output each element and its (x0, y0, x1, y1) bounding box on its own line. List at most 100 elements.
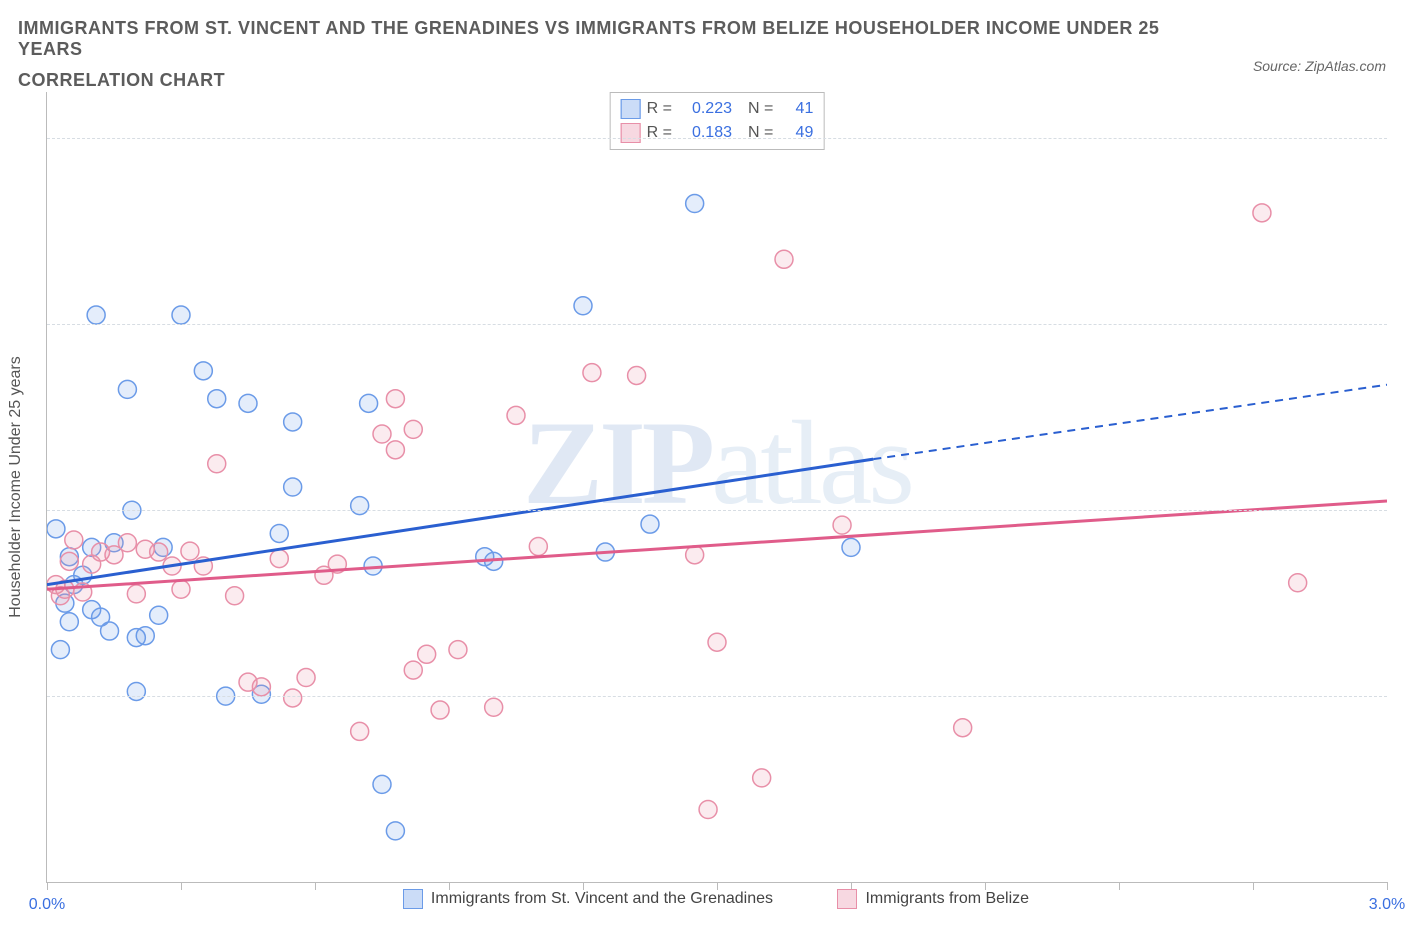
data-point (65, 576, 83, 594)
n-label: N = (748, 100, 773, 118)
data-point (60, 613, 78, 631)
data-point (954, 719, 972, 737)
data-point (83, 555, 101, 573)
swatch-series2 (837, 889, 857, 909)
data-point (136, 627, 154, 645)
data-point (596, 543, 614, 561)
data-point (583, 364, 601, 382)
data-point (56, 594, 74, 612)
data-point (641, 515, 659, 533)
n-value-series1: 41 (779, 100, 813, 118)
stats-row-series1: R = 0.223 N = 41 (621, 97, 814, 121)
stats-row-series2: R = 0.183 N = 49 (621, 121, 814, 145)
r-value-series1: 0.223 (678, 100, 732, 118)
swatch-series1 (621, 99, 641, 119)
r-label: R = (647, 100, 672, 118)
data-point (252, 678, 270, 696)
data-point (150, 606, 168, 624)
data-point (404, 661, 422, 679)
trend-line (47, 459, 873, 584)
title-block: IMMIGRANTS FROM ST. VINCENT AND THE GREN… (18, 18, 1206, 91)
data-point (315, 566, 333, 584)
data-point (105, 534, 123, 552)
data-point (208, 455, 226, 473)
data-point (364, 557, 382, 575)
plot-wrapper: Householder Income Under 25 years ZIPatl… (46, 92, 1386, 882)
gridline (47, 696, 1387, 697)
swatch-series2 (621, 123, 641, 143)
data-point (150, 543, 168, 561)
data-point (208, 390, 226, 408)
data-point (386, 390, 404, 408)
data-point (529, 537, 547, 555)
data-point (351, 497, 369, 515)
data-point (181, 542, 199, 560)
data-point (56, 580, 74, 598)
data-point (154, 538, 172, 556)
data-point (708, 633, 726, 651)
data-point (87, 306, 105, 324)
svg-overlay (47, 92, 1387, 882)
data-point (60, 552, 78, 570)
data-point (833, 516, 851, 534)
data-point (284, 478, 302, 496)
data-point (127, 682, 145, 700)
data-point (172, 580, 190, 598)
data-point (60, 548, 78, 566)
y-tick-label: $80,000 (1392, 315, 1406, 333)
data-point (476, 548, 494, 566)
data-point (163, 557, 181, 575)
data-point (239, 394, 257, 412)
legend-label-series2: Immigrants from Belize (865, 890, 1029, 908)
x-tick (1387, 882, 1388, 890)
data-point (194, 362, 212, 380)
data-point (51, 641, 69, 659)
data-point (842, 538, 860, 556)
data-point (194, 557, 212, 575)
data-point (127, 629, 145, 647)
trend-line-dashed (873, 385, 1387, 459)
bottom-legend: Immigrants from St. Vincent and the Gren… (46, 889, 1386, 914)
data-point (386, 441, 404, 459)
data-point (92, 608, 110, 626)
swatch-series1 (403, 889, 423, 909)
title-line2: CORRELATION CHART (18, 70, 1206, 91)
data-point (172, 306, 190, 324)
data-point (404, 420, 422, 438)
gridline (47, 324, 1387, 325)
legend-label-series1: Immigrants from St. Vincent and the Gren… (431, 890, 773, 908)
data-point (628, 366, 646, 384)
data-point (226, 587, 244, 605)
y-tick-label: $100,000 (1392, 129, 1406, 147)
data-point (51, 587, 69, 605)
data-point (686, 195, 704, 213)
data-point (252, 685, 270, 703)
data-point (351, 722, 369, 740)
data-point (485, 552, 503, 570)
stats-legend-box: R = 0.223 N = 41 R = 0.183 N = 49 (610, 92, 825, 150)
data-point (1289, 574, 1307, 592)
data-point (47, 520, 65, 538)
data-point (83, 601, 101, 619)
data-point (284, 413, 302, 431)
data-point (118, 534, 136, 552)
y-axis-title: Householder Income Under 25 years (7, 356, 25, 617)
watermark: ZIPatlas (523, 394, 911, 532)
data-point (47, 576, 65, 594)
chart-container: IMMIGRANTS FROM ST. VINCENT AND THE GREN… (0, 0, 1406, 930)
data-point (507, 406, 525, 424)
legend-item-series1: Immigrants from St. Vincent and the Gren… (403, 889, 773, 909)
data-point (74, 566, 92, 584)
data-point (373, 775, 391, 793)
data-point (297, 669, 315, 687)
data-point (118, 380, 136, 398)
trend-line (47, 501, 1387, 589)
data-point (328, 555, 346, 573)
data-point (92, 543, 110, 561)
data-point (127, 585, 145, 603)
data-point (686, 546, 704, 564)
data-point (386, 822, 404, 840)
data-point (74, 583, 92, 601)
data-point (105, 546, 123, 564)
data-point (699, 801, 717, 819)
